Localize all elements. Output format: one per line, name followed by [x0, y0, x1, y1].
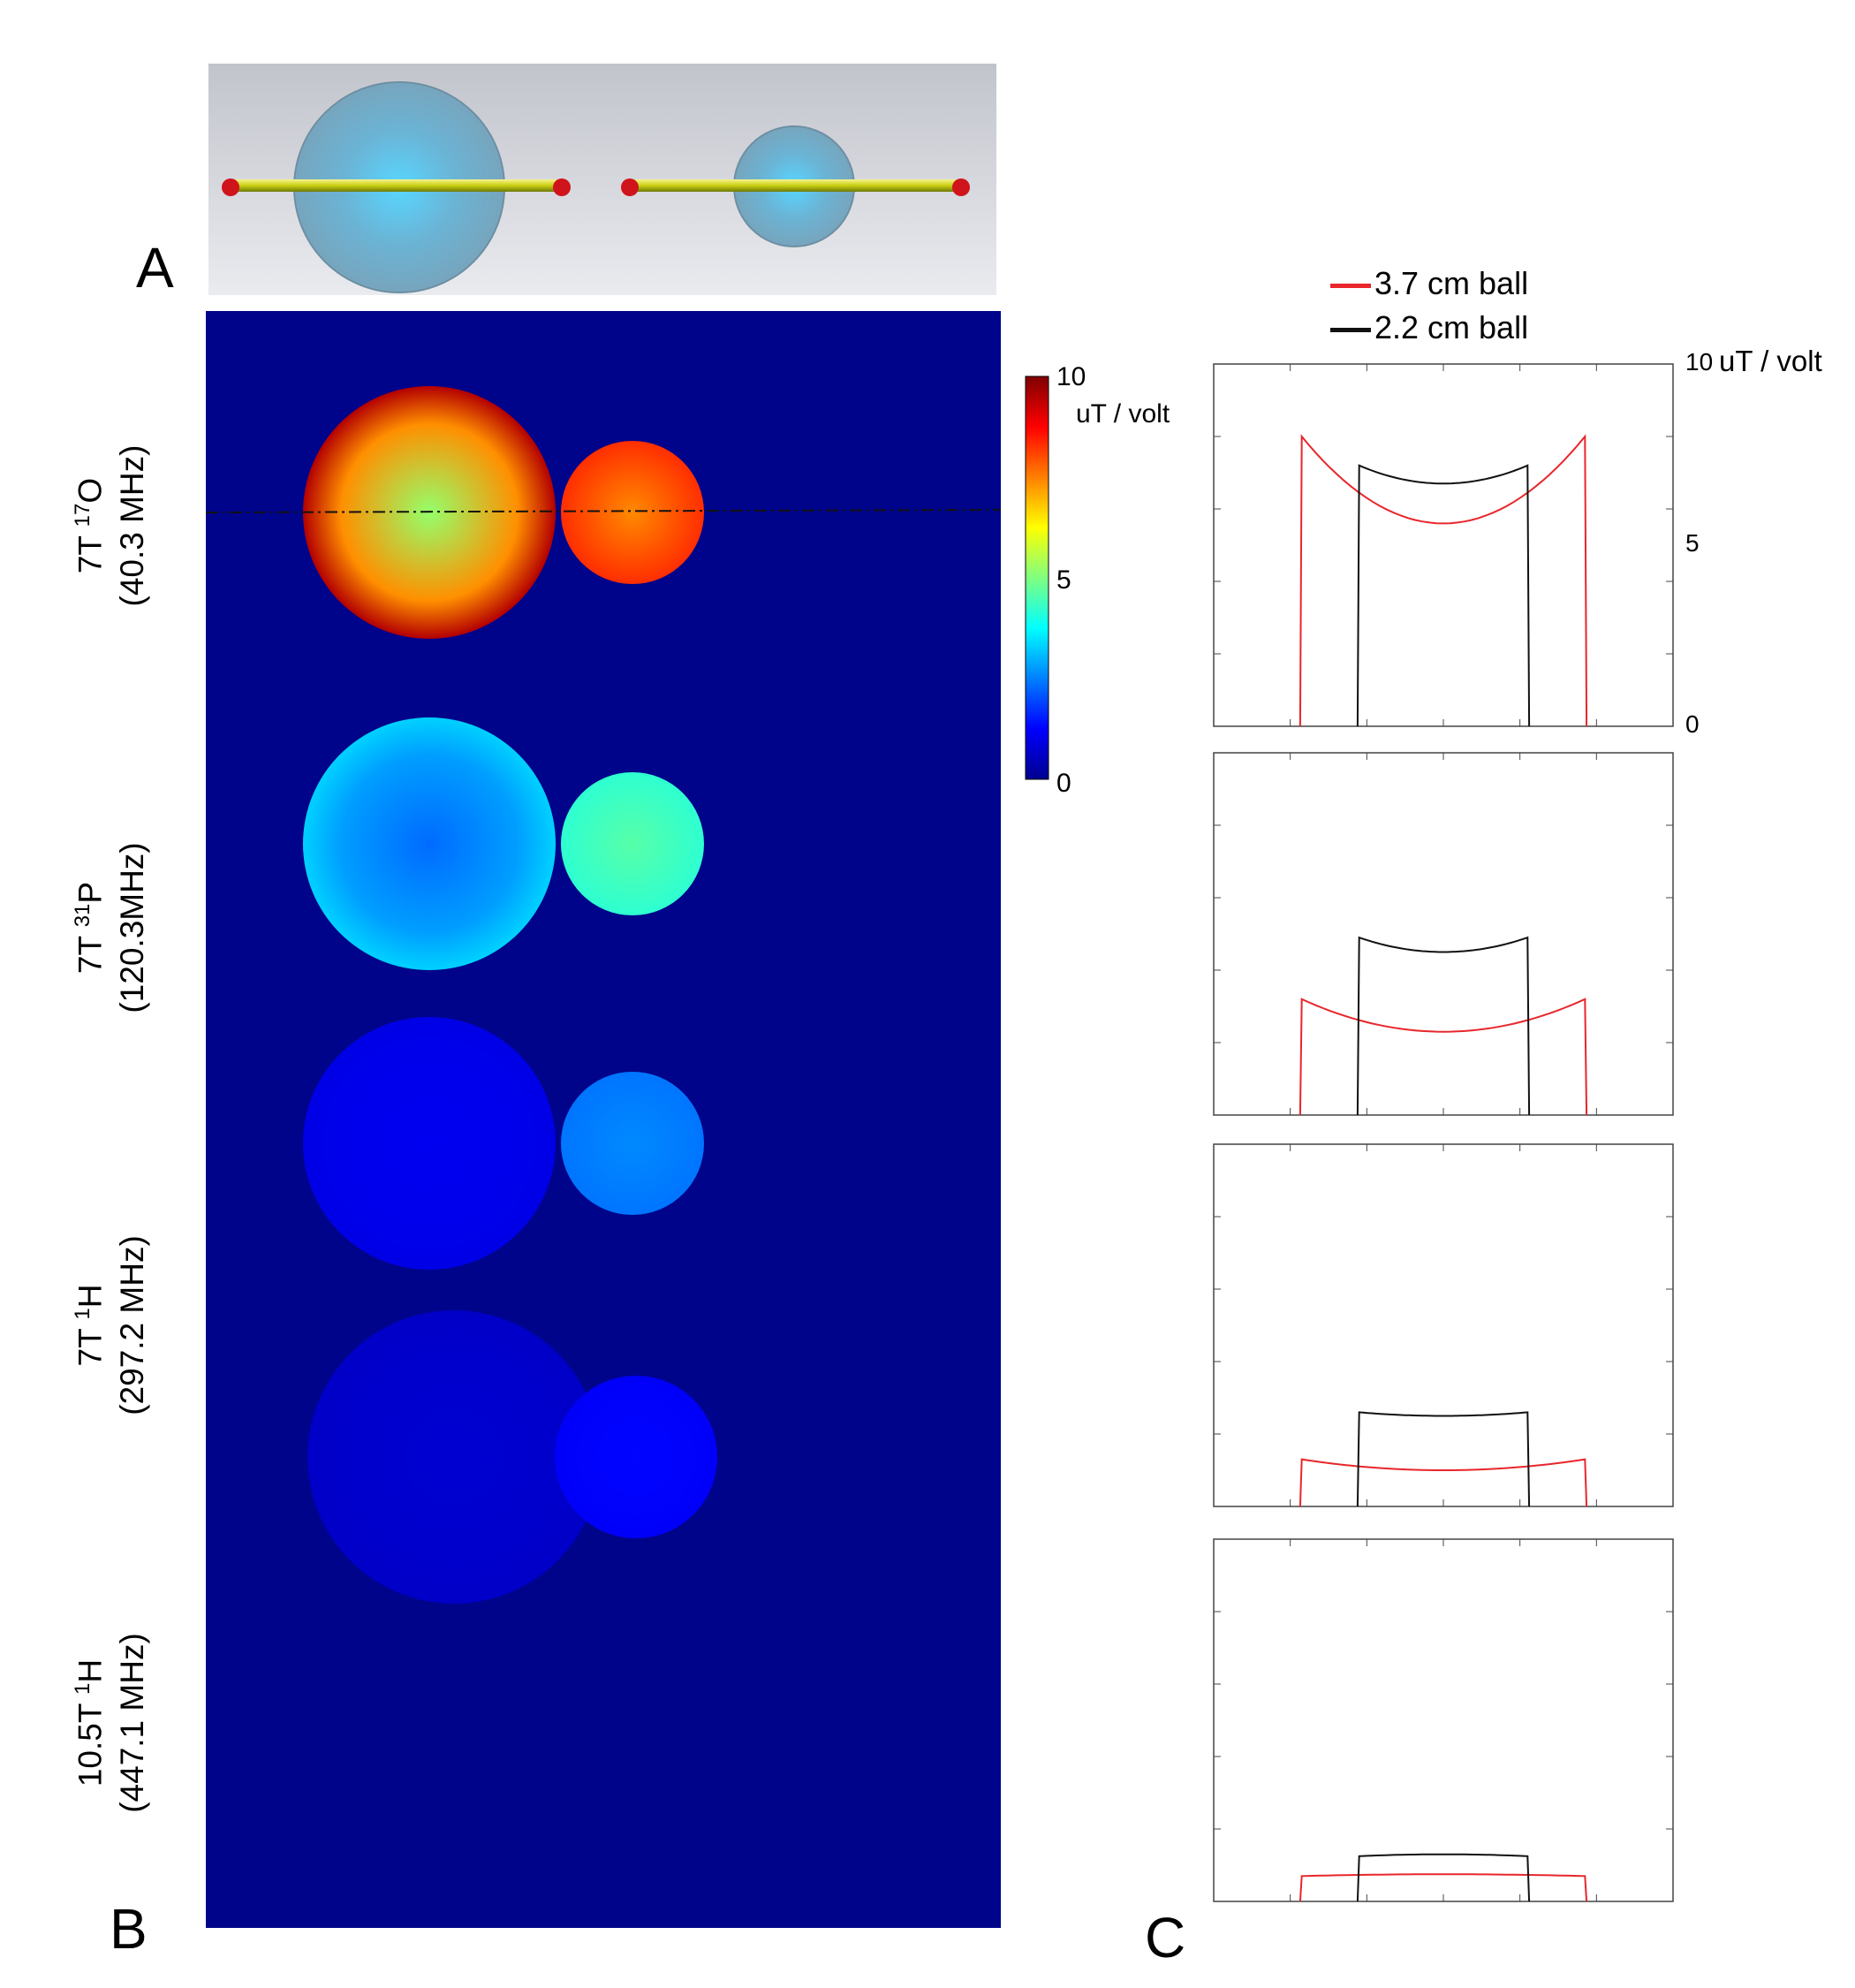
port-2-icon: [952, 178, 970, 196]
row-label-field: 10.5T 1H: [62, 1555, 111, 1891]
profile-line-series: [1356, 464, 1531, 727]
legend-swatch-red: [1330, 283, 1371, 288]
isotope-mass-text: 17: [71, 503, 95, 527]
nucleus-text: P: [72, 881, 109, 904]
plot-frame: [1213, 363, 1674, 727]
y-tick-label: 10: [1685, 348, 1714, 376]
profile-plots: [1213, 363, 1674, 1902]
plot-frame: [1213, 1538, 1674, 1902]
row-label-frequency: (297.2 MHz): [114, 1235, 151, 1415]
row-label-frequency: (40.3 MHz): [114, 444, 151, 607]
nucleus-text: H: [72, 1284, 109, 1309]
model-renders: [208, 64, 996, 295]
legend-label: 3.7 cm ball: [1374, 265, 1529, 301]
legend-label: 2.2 cm ball: [1374, 309, 1529, 345]
profile-line-series: [1298, 434, 1588, 727]
row-label-field: 7T 17O: [62, 358, 111, 694]
isotope-mass-text: 1: [71, 1682, 95, 1695]
large-ball-field-map: [303, 1017, 556, 1270]
colorbar-min-label: 0: [1056, 769, 1071, 798]
plot-frame: [1213, 1143, 1674, 1507]
colorbar-unit-label: uT / volt: [1076, 399, 1170, 429]
profile-line-series: [1356, 936, 1531, 1116]
isotope-mass-text: 31: [71, 903, 95, 928]
port-1-icon: [222, 178, 239, 196]
colorbar-max-label: 10: [1056, 362, 1086, 391]
row-label: 7T 31P (120.3MHz): [62, 760, 177, 1096]
row-label: 10.5T 1H (447.1 MHz): [62, 1555, 177, 1891]
profile-line-series: [1298, 1458, 1588, 1507]
y-axis-unit-label: uT / volt: [1719, 345, 1822, 377]
field-map-panel: [206, 311, 1001, 1928]
nucleus-text: O: [72, 477, 109, 504]
profile-line-series: [1356, 1853, 1531, 1902]
row-label-field: 7T 31P: [62, 760, 111, 1096]
small-dipole-rod: [627, 179, 963, 192]
large-ball-field-map: [303, 717, 556, 970]
small-ball-field-map: [561, 441, 704, 584]
isotope-mass-text: 1: [71, 1308, 95, 1320]
colorbar-mid-label: 5: [1056, 565, 1071, 595]
port-2-icon: [553, 178, 571, 196]
field-strength-text: 7T: [72, 527, 109, 574]
row-label: 7T 17O (40.3 MHz): [62, 358, 177, 694]
plot-frame: [1213, 752, 1674, 1116]
profile-line-series: [1298, 1873, 1588, 1902]
small-ball-field-map: [555, 1376, 717, 1538]
small-ball-field-map: [561, 772, 704, 915]
field-strength-text: 10.5T: [72, 1694, 109, 1787]
colorbar: [1025, 376, 1049, 780]
field-strength-text: 7T: [72, 1319, 109, 1367]
row-label-field: 7T 1H: [62, 1157, 111, 1493]
panel-label-b: B: [110, 1897, 148, 1961]
port-1-icon: [621, 178, 639, 196]
row-label-frequency: (120.3MHz): [114, 842, 151, 1013]
row-label: 7T 1H (297.2 MHz): [62, 1157, 177, 1493]
small-ball-field-map: [561, 1072, 704, 1215]
legend-swatch-black: [1330, 327, 1371, 332]
field-strength-text: 7T: [72, 927, 109, 975]
large-ball-field-map: [307, 1310, 601, 1604]
y-tick-label: 0: [1685, 710, 1700, 738]
profile-line-series: [1298, 998, 1588, 1116]
row-label-frequency: (447.1 MHz): [114, 1633, 151, 1813]
profile-line: [206, 509, 1001, 513]
legend-item-3-7cm: 3.7 cm ball: [1330, 265, 1528, 302]
profile-line-series: [1356, 1411, 1531, 1507]
large-dipole-rod: [228, 179, 564, 192]
y-tick-label: 5: [1685, 529, 1700, 557]
panel-label-c: C: [1145, 1906, 1186, 1969]
panel-label-a: A: [136, 236, 174, 300]
legend-item-2-2cm: 2.2 cm ball: [1330, 309, 1528, 346]
nucleus-text: H: [72, 1658, 109, 1683]
